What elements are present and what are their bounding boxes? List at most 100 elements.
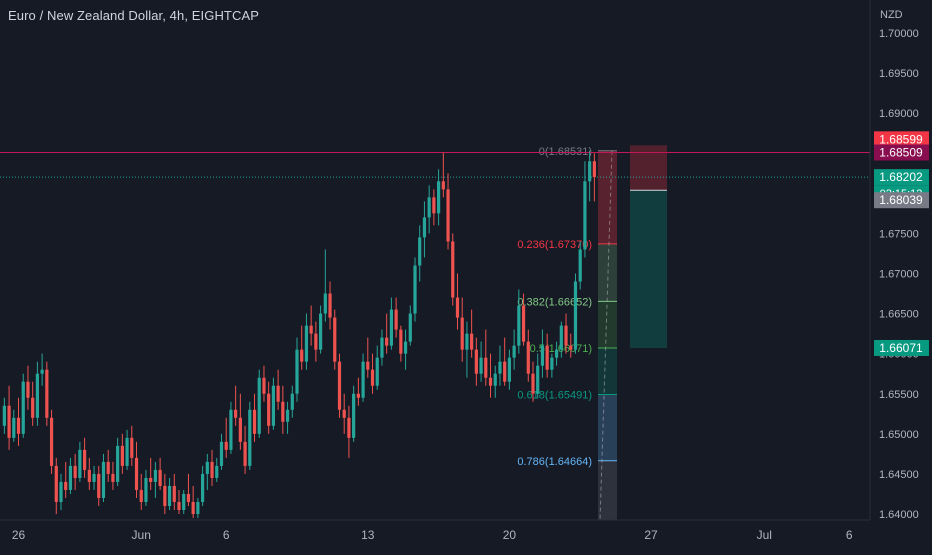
candle-body (285, 409, 290, 422)
candle (97, 465, 101, 506)
candle-body (588, 161, 592, 182)
candle (177, 489, 181, 514)
candle (592, 153, 596, 202)
candle-body (49, 417, 54, 466)
candle-body (337, 361, 342, 410)
candle (347, 405, 351, 458)
candle-body (68, 465, 73, 490)
candle (573, 273, 578, 354)
candle-body (545, 345, 549, 370)
candle-body (460, 317, 464, 350)
candle-body (503, 361, 507, 382)
time-tick-label: 6 (223, 528, 230, 542)
candle-body (441, 181, 445, 190)
candle (521, 293, 526, 346)
candle-body (186, 493, 191, 502)
price-badge-label: 1.68202 (879, 170, 923, 184)
fib-level-label: 0.382(1.66652) (517, 296, 592, 308)
candle (172, 473, 176, 510)
candle (167, 477, 172, 510)
candle (564, 313, 568, 354)
candle-body (592, 161, 596, 178)
candle-body (366, 361, 370, 370)
candle (224, 417, 228, 458)
candle-body (333, 317, 337, 362)
candle-body (356, 393, 360, 398)
candle (432, 189, 436, 226)
candle (488, 353, 493, 398)
candle (385, 313, 389, 354)
candle (352, 385, 356, 442)
candle-body (526, 341, 530, 374)
candle (120, 433, 124, 474)
candle-body (352, 393, 356, 438)
candle-body (347, 417, 351, 438)
candle (78, 441, 82, 482)
candle-body (45, 369, 49, 418)
candle (252, 393, 257, 442)
candle (319, 305, 323, 354)
candle (45, 361, 49, 426)
candle (7, 385, 11, 450)
candle (87, 457, 91, 490)
candle-body (569, 345, 573, 350)
candle-body (54, 465, 58, 502)
candle (31, 381, 35, 426)
time-tick-label: 20 (503, 528, 517, 542)
candle (375, 345, 379, 390)
price-tick-label: 1.70000 (879, 28, 919, 40)
candle-body (134, 457, 139, 490)
candle-body (248, 409, 252, 466)
candle-body (328, 293, 332, 318)
candle (380, 329, 384, 366)
candle-body (408, 313, 412, 342)
time-tick-label: 13 (361, 528, 375, 542)
fib-level-label: 0.786(1.64664) (517, 456, 592, 468)
candle-body (564, 325, 568, 346)
price-tick-label: 1.64500 (879, 469, 919, 481)
candle (234, 385, 238, 426)
candle (285, 401, 290, 434)
candle (427, 185, 431, 234)
candle (59, 473, 63, 510)
candle (257, 369, 261, 438)
candle-body (21, 381, 25, 434)
candle (139, 473, 143, 510)
candle-body (380, 337, 384, 358)
candle (35, 361, 39, 426)
candle (40, 353, 44, 386)
candle (583, 161, 587, 258)
candle (512, 329, 516, 370)
candle-body (531, 373, 535, 394)
candle (300, 325, 304, 370)
candle-body (106, 461, 110, 474)
candle (125, 429, 129, 470)
candle-body (295, 349, 299, 394)
candle (144, 469, 148, 506)
candle (163, 473, 167, 514)
price-badge (874, 131, 929, 148)
candle (484, 329, 488, 386)
candle-body (215, 465, 219, 478)
candle-body (144, 477, 148, 502)
candle-body (474, 349, 478, 374)
candle-body (73, 465, 77, 478)
candle (403, 329, 408, 370)
candle-body (163, 485, 167, 506)
candle (2, 397, 6, 434)
candle (116, 437, 120, 486)
fib-level-label: 0.236(1.67370) (517, 239, 592, 251)
candle (21, 373, 25, 438)
candle (276, 369, 280, 410)
candle (111, 461, 115, 490)
candle-body (83, 449, 87, 470)
candle (49, 409, 54, 474)
candle-body (290, 393, 294, 410)
candle-body (219, 441, 224, 466)
candle (361, 353, 365, 402)
candle (474, 337, 478, 386)
candle (342, 393, 346, 434)
candle (531, 361, 535, 402)
